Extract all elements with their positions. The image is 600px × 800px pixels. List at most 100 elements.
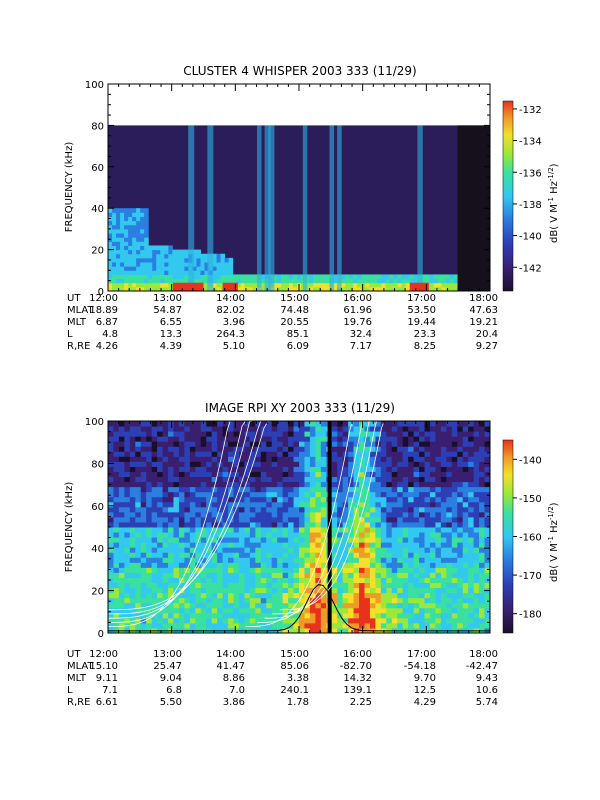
panel2-cell [337, 572, 344, 578]
ephemeris-value: 82.02 [216, 305, 245, 316]
panel2-cell [408, 592, 415, 599]
panel2-cell [309, 436, 316, 442]
panel2-cell [222, 421, 229, 427]
panel2-cell [293, 486, 300, 493]
panel2-cell [173, 461, 180, 467]
panel1-cell [124, 208, 129, 213]
panel1-cell [325, 286, 330, 292]
panel1-cell [309, 286, 314, 292]
panel2-cell [189, 532, 196, 538]
panel2-cell [479, 532, 486, 538]
panel2-cell [244, 466, 251, 472]
panel2-cell [369, 622, 376, 629]
panel1-cell [116, 220, 121, 226]
panel2-cell [157, 567, 164, 573]
panel2-cell [195, 527, 202, 533]
panel2-cell [178, 537, 185, 543]
panel2-cell [249, 537, 256, 543]
panel2-cell [457, 567, 464, 573]
panel2-cell [315, 592, 322, 599]
panel2-cell [249, 486, 256, 493]
panel1-cell [196, 257, 201, 263]
panel2-cell [178, 572, 185, 578]
panel2-cell [282, 587, 289, 594]
panel2-cell [255, 597, 262, 604]
panel1-cell [437, 282, 443, 288]
panel2-cell [440, 521, 447, 528]
panel2-cell [266, 622, 273, 629]
panel2-cell [429, 426, 436, 432]
panel2-cell [429, 527, 436, 533]
panel2-cell [473, 421, 480, 427]
panel2-cell [315, 491, 322, 498]
panel1-ephemeris-table: UT 12:00 13:00 14:00 15:00 16:00 17:00 18:00MLA… [67, 293, 498, 352]
panel2-cell [146, 421, 153, 427]
panel2-cell [429, 597, 436, 604]
panel2-cell [408, 617, 415, 624]
panel2-cell [282, 481, 289, 488]
panel2-cell [184, 577, 191, 584]
panel1-cell [296, 274, 302, 280]
panel2-cell [233, 532, 240, 538]
panel2-cell [451, 511, 458, 518]
panel2-cell [299, 622, 305, 629]
panel2-cell [386, 532, 393, 538]
panel2-cell [260, 471, 267, 478]
panel2-cell [462, 501, 469, 508]
panel2-cell [484, 547, 491, 553]
panel2-cell [446, 486, 453, 493]
panel2-cell [359, 481, 365, 488]
panel2-cell [479, 486, 486, 493]
panel2-cell [468, 426, 475, 432]
panel2-cell [408, 446, 415, 452]
panel2-cell [320, 627, 327, 634]
panel2-cell [238, 607, 245, 614]
panel2-cell [342, 421, 349, 427]
panel2-cell [162, 446, 169, 452]
panel2-cell [129, 552, 136, 558]
panel2-cell [380, 537, 387, 543]
panel2-cell [233, 602, 240, 609]
panel1-cell [108, 208, 113, 213]
panel2-cell [353, 537, 360, 543]
panel2-cell [462, 552, 469, 558]
panel2-cell [462, 496, 469, 503]
panel2-cell [118, 597, 125, 604]
panel2-cell [217, 431, 224, 437]
panel2-cell [484, 436, 491, 442]
panel2-cell [129, 607, 136, 614]
colorbar-tick-label: -136 [519, 168, 542, 179]
panel2-cell [348, 511, 355, 518]
panel2-cell [304, 486, 311, 493]
panel2-cell [451, 466, 458, 472]
panel2-cell [151, 461, 158, 467]
panel2-cell [162, 516, 169, 523]
panel2-cell [222, 511, 229, 518]
panel2-cell [364, 451, 371, 457]
panel2-cell [173, 572, 180, 578]
panel2-cell [364, 612, 371, 619]
panel2-cell [255, 552, 262, 558]
panel2-cell [468, 607, 475, 614]
panel2-colorbar [502, 439, 514, 634]
panel2-cell [140, 436, 147, 442]
panel2-cell [386, 491, 393, 498]
panel1-cell [148, 245, 153, 251]
panel2-cell [108, 612, 114, 619]
panel2-cell [266, 577, 273, 584]
panel2-cell [375, 617, 382, 624]
ephemeris-value: 5.74 [476, 697, 498, 708]
panel2-cell [342, 466, 349, 472]
panel2-cell [429, 552, 436, 558]
panel2-cell [451, 476, 458, 483]
panel1-cell [132, 216, 137, 222]
panel1-cell [132, 278, 137, 284]
panel2-cell [446, 572, 453, 578]
panel1-cell [136, 208, 141, 213]
panel2-cell [238, 496, 245, 503]
panel2-cell [118, 582, 125, 589]
y-tick-label: 80 [91, 459, 104, 470]
panel2-cell [238, 436, 245, 442]
panel2-cell [380, 612, 387, 619]
panel2-cell [233, 542, 240, 548]
